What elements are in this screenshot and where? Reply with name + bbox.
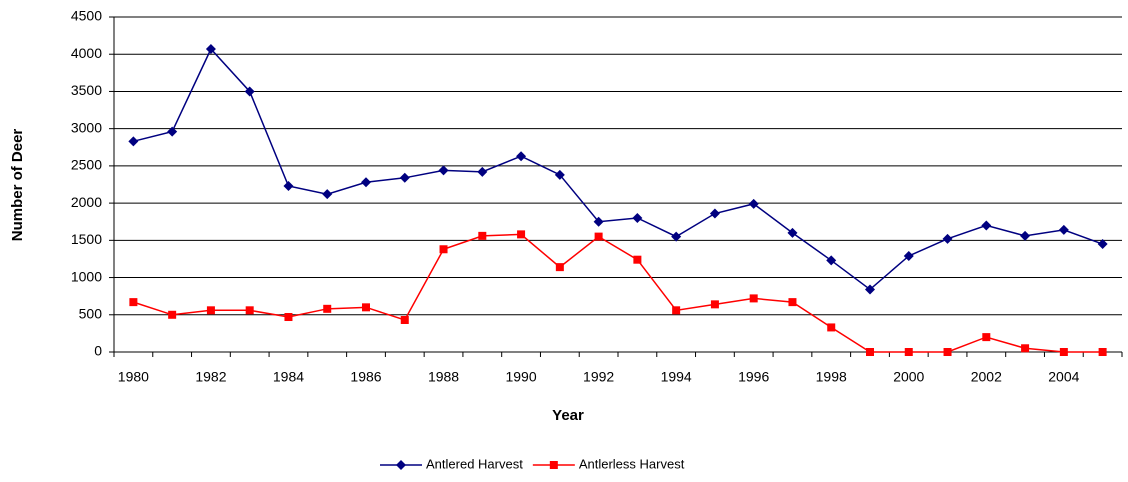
data-point [206,306,215,315]
x-tick-label: 2000 [893,369,924,385]
x-tick-label: 1994 [661,369,692,385]
x-axis-title: Year [552,407,584,424]
data-point [903,250,914,261]
data-point [1098,348,1107,356]
x-tick-label: 1990 [505,369,536,385]
y-axis-title: Number of Deer [9,129,26,242]
y-tick-label: 0 [94,343,102,359]
x-tick-label: 1988 [428,369,459,385]
data-point [710,300,719,309]
data-point [904,348,913,356]
x-tick-label: 1986 [350,369,381,385]
data-point [477,166,488,177]
data-point [982,333,991,342]
data-point [555,263,564,272]
y-tick-label: 2500 [71,157,102,173]
data-point [362,303,370,312]
data-point [672,306,681,315]
data-point [826,255,837,266]
x-tick-label: 1998 [816,369,847,385]
x-tick-label: 1980 [118,369,149,385]
data-point [205,44,216,55]
data-point [322,189,333,200]
x-tick-label: 1996 [738,369,769,385]
data-point [787,227,798,238]
y-tick-label: 4500 [71,8,102,24]
data-point [1097,239,1108,250]
data-point [632,213,643,223]
y-tick-label: 1500 [71,231,102,247]
data-point [129,298,138,307]
data-point [128,136,139,147]
data-point [593,216,604,227]
x-tick-label: 1982 [195,369,226,385]
data-point [594,232,603,241]
data-point [284,313,293,322]
data-point [244,86,255,97]
data-point [788,298,797,307]
y-tick-label: 2000 [71,194,102,210]
data-point [865,284,875,295]
data-point [167,126,178,137]
data-point [1020,230,1031,241]
data-point [399,172,410,183]
legend-label: Antlerless Harvest [579,456,685,471]
data-point [478,231,487,240]
data-point [361,177,371,188]
legend-marker [549,461,558,469]
data-point [168,310,177,319]
y-tick-label: 4000 [71,45,102,61]
series-line [133,233,1103,353]
y-tick-label: 3500 [71,82,102,98]
data-point [942,233,953,244]
data-point [554,169,565,180]
y-tick-label: 1000 [71,268,102,284]
data-point [633,255,642,264]
data-point [671,231,682,242]
data-point [283,180,294,191]
y-tick-label: 3000 [71,119,102,135]
x-tick-label: 1992 [583,369,614,385]
data-point [1021,344,1030,353]
x-tick-label: 2004 [1048,369,1079,385]
data-point [400,315,409,324]
data-point [516,151,527,162]
data-point [438,165,449,176]
data-point [943,348,952,356]
data-point [749,294,758,303]
data-point [439,245,448,254]
legend-label: Antlered Harvest [426,456,523,471]
data-point [245,306,254,315]
data-point [866,348,874,356]
x-tick-label: 2002 [971,369,1002,385]
data-point [323,304,332,313]
data-point [1059,348,1068,356]
y-tick-label: 500 [79,305,103,321]
x-tick-label: 1984 [273,369,304,385]
data-point [709,208,720,219]
data-point [517,230,526,239]
data-point [748,198,759,209]
data-point [827,323,836,332]
data-point [981,220,992,231]
data-point [1058,224,1069,235]
series-line [133,47,1103,291]
legend-marker [396,460,406,470]
